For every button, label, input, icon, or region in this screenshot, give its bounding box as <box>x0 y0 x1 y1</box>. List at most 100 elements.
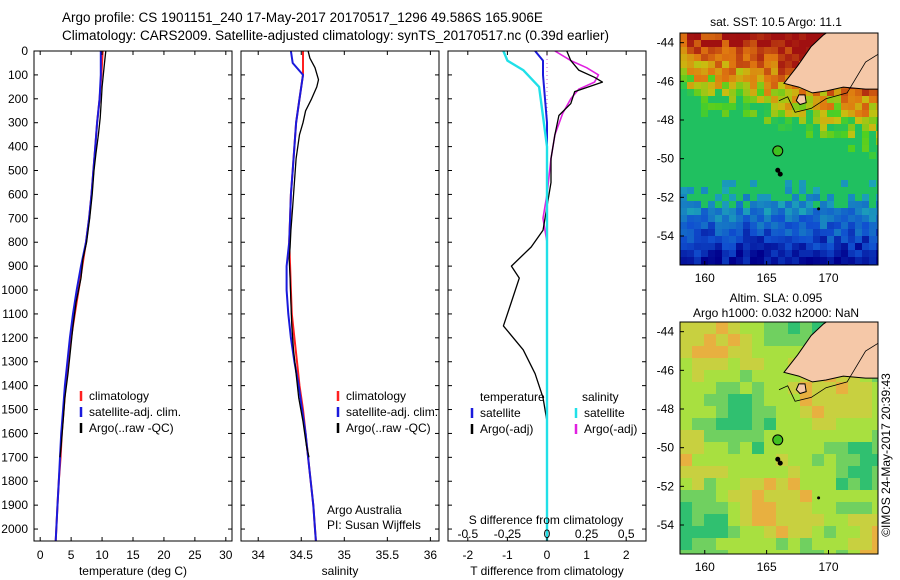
map-cell <box>694 215 702 223</box>
map-cell <box>729 40 737 48</box>
map-cell <box>704 538 717 551</box>
map-cell <box>743 82 751 90</box>
map-cell <box>820 201 828 209</box>
map-cell <box>806 222 814 230</box>
map-cell <box>764 526 777 539</box>
map-cell <box>860 442 873 455</box>
map-cell <box>740 406 753 419</box>
map-cell <box>701 250 709 258</box>
map-cell <box>827 236 835 244</box>
map-cell <box>860 466 873 479</box>
map-cell <box>778 117 786 125</box>
map-cell <box>715 250 723 258</box>
map-cell <box>687 180 695 188</box>
map-cell <box>764 208 772 216</box>
map-cell <box>862 201 870 209</box>
map-cell <box>680 394 693 407</box>
map-cell <box>836 550 849 554</box>
map-cell <box>820 180 828 188</box>
map-cell <box>692 514 705 527</box>
map-cell <box>824 454 837 467</box>
map-cell <box>800 454 813 467</box>
map-cell <box>694 187 702 195</box>
map-cell <box>704 526 717 539</box>
map-cell <box>716 322 729 335</box>
map-cell <box>750 124 758 132</box>
map-cell <box>824 526 837 539</box>
map-cell <box>692 526 705 539</box>
lon-tick-label: 160 <box>695 560 715 574</box>
map-cell <box>813 250 821 258</box>
map-cell <box>869 89 877 97</box>
map-cell <box>715 33 723 41</box>
map-cell <box>743 110 751 118</box>
x-tick-label: -2 <box>462 548 473 562</box>
depth-tick-label: 1500 <box>1 403 28 417</box>
map-cell <box>687 208 695 216</box>
map-cell <box>750 117 758 125</box>
map-cell <box>680 322 693 335</box>
map-cell <box>728 358 741 371</box>
map-cell <box>764 358 777 371</box>
depth-tick-label: 900 <box>8 259 28 273</box>
map-cell <box>824 442 837 455</box>
map-cell <box>736 173 744 181</box>
map-cell <box>862 117 870 125</box>
map-cell <box>827 222 835 230</box>
map-cell <box>855 201 863 209</box>
map-cell <box>750 201 758 209</box>
map-cell <box>692 430 705 443</box>
map-cell <box>750 75 758 83</box>
legend-entry: climatology <box>346 389 406 403</box>
map-cell <box>841 187 849 195</box>
map-cell <box>785 47 793 55</box>
map-cell <box>701 194 709 202</box>
map-cell <box>813 229 821 237</box>
map-cell <box>736 138 744 146</box>
map-cell <box>806 145 814 153</box>
map-cell <box>869 173 877 181</box>
map-cell <box>680 514 693 527</box>
map-cell <box>680 173 688 181</box>
map-cell <box>743 215 751 223</box>
map-cell <box>827 131 835 139</box>
map-cell <box>752 406 765 419</box>
map-cell <box>869 103 877 111</box>
map-cell <box>812 382 825 395</box>
map-cell <box>715 96 723 104</box>
depth-tick-label: 1600 <box>1 426 28 440</box>
map-cell <box>750 152 758 160</box>
map-cell <box>771 103 779 111</box>
map-cell <box>743 96 751 104</box>
map-cell <box>800 538 813 551</box>
map-cell <box>740 346 753 359</box>
map-cell <box>680 243 688 251</box>
map-cell <box>740 538 753 551</box>
salinity-series-line <box>288 51 320 458</box>
map-cell <box>855 152 863 160</box>
map-cell <box>827 173 835 181</box>
map-cell <box>813 103 821 111</box>
map-cell <box>701 117 709 125</box>
map-cell <box>680 430 693 443</box>
map-cell <box>776 406 789 419</box>
map-cell <box>855 194 863 202</box>
map-cell <box>872 478 878 491</box>
map-cell <box>764 478 777 491</box>
map-cell <box>736 215 744 223</box>
map-cell <box>848 215 856 223</box>
map-cell <box>729 152 737 160</box>
map-cell <box>708 250 716 258</box>
map-cell <box>740 442 753 455</box>
map-cell <box>820 89 828 97</box>
map-cell <box>834 166 842 174</box>
temperature-series-line <box>54 51 104 541</box>
map-cell <box>812 394 825 407</box>
map-cell <box>792 222 800 230</box>
map-cell <box>687 110 695 118</box>
map-cell <box>722 257 730 265</box>
map-cell <box>792 194 800 202</box>
lat-tick-label: -50 <box>657 152 675 166</box>
map-cell <box>792 257 800 265</box>
lon-tick-label: 170 <box>818 560 838 574</box>
